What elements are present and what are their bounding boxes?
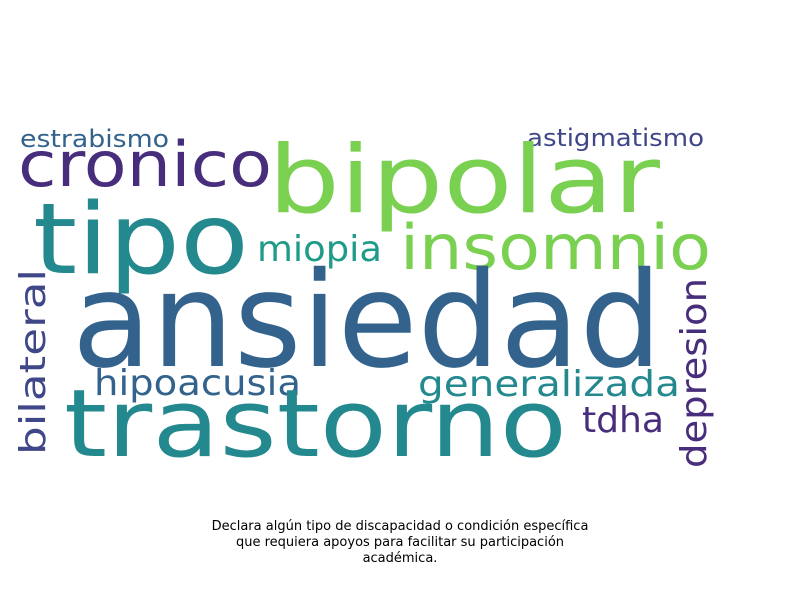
word-insomnio: insomnio [400, 211, 711, 284]
word-ansiedad: ansiedad [72, 244, 662, 398]
word-trastorno: trastorno [64, 370, 567, 479]
word-generalizada: generalizada [418, 364, 680, 405]
caption-line-3: académica. [362, 551, 438, 566]
word-astigmatismo: astigmatismo [527, 124, 704, 152]
caption-line-1: Declara algún tipo de discapacidad o con… [211, 519, 589, 534]
caption-line-2: que requiera apoyos para facilitar su pa… [235, 535, 565, 550]
word-estrabismo: estrabismo [20, 125, 169, 153]
word-bipolar: bipolar [268, 126, 660, 235]
word-tipo: tipo [33, 183, 249, 297]
figure-caption: Declara algún tipo de discapacidad o con… [150, 519, 650, 567]
word-bilateral: bilateral [13, 269, 54, 455]
word-hipoacusia: hipoacusia [94, 363, 301, 404]
word-miopia: miopia [257, 229, 382, 270]
word-tdha: tdha [582, 400, 664, 441]
word-cronico: cronico [18, 128, 272, 201]
word-depresion: depresion [674, 278, 715, 468]
